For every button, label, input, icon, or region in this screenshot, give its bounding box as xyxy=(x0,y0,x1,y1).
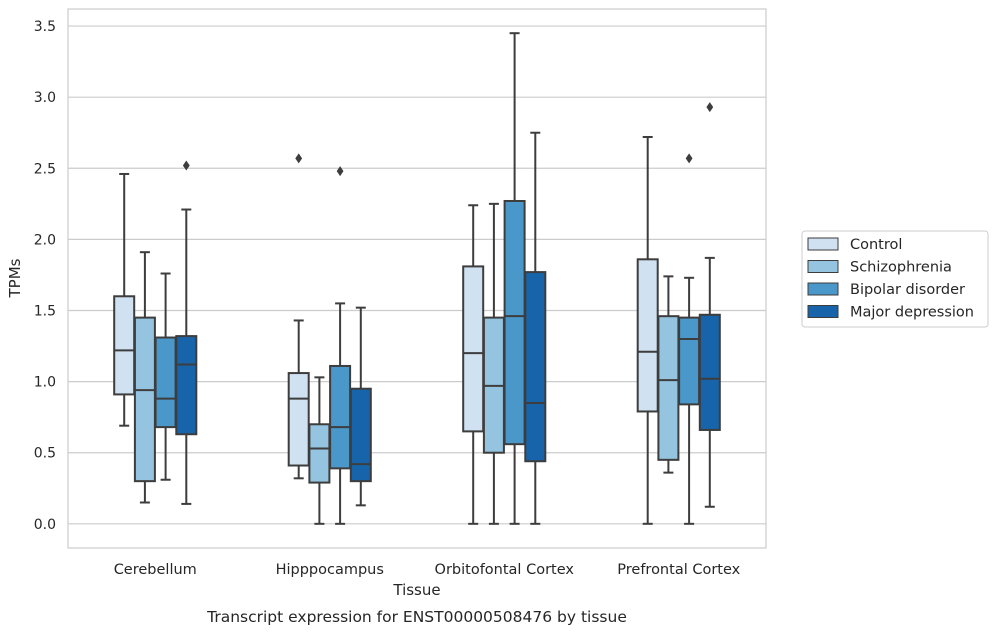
iqr-box xyxy=(524,271,547,463)
box-bipolar-disorder xyxy=(678,153,701,525)
legend-label: Schizophrenia xyxy=(850,260,952,276)
box-control xyxy=(113,172,136,427)
x-tick-label: Hipppocampus xyxy=(276,562,384,578)
y-axis-ticks: 0.0 0.5 1.0 1.5 2.0 2.5 3.0 3.5 xyxy=(34,19,56,533)
iqr-box xyxy=(462,265,485,433)
legend-label: Bipolar disorder xyxy=(850,282,965,298)
outlier-point xyxy=(336,166,344,177)
iqr-box xyxy=(113,295,136,396)
y-tick-label: 0.0 xyxy=(34,517,56,533)
plot-area-frame xyxy=(67,8,767,549)
iqr-box xyxy=(287,372,310,467)
legend-swatch xyxy=(807,237,839,251)
box-schizophrenia xyxy=(482,202,505,525)
box-major-depression xyxy=(524,131,547,525)
box-major-depression xyxy=(698,102,721,508)
iqr-box xyxy=(329,364,352,470)
legend-label: Major depression xyxy=(850,305,974,321)
x-tick-label: Orbitofontal Cortex xyxy=(435,562,575,578)
box-control xyxy=(462,204,485,525)
iqr-box xyxy=(678,316,701,406)
figure-caption: Transcript expression for ENST0000050847… xyxy=(206,608,627,626)
x-axis-ticks: Cerebellum Hipppocampus Orbitofontal Corte… xyxy=(114,562,741,578)
box-schizophrenia xyxy=(657,275,680,474)
box-schizophrenia xyxy=(308,376,331,525)
legend-swatch xyxy=(807,305,839,318)
box-major-depression xyxy=(349,306,372,507)
legend-label: Control xyxy=(850,237,902,253)
legend-swatch xyxy=(807,282,839,296)
y-axis-label: TPMs xyxy=(6,258,24,298)
legend-frame xyxy=(801,230,989,328)
y-tick-label: 0.5 xyxy=(34,446,56,462)
box-major-depression xyxy=(175,160,198,505)
box-bipolar-disorder xyxy=(503,32,526,525)
boxes xyxy=(113,32,721,525)
iqr-box xyxy=(133,316,156,483)
x-tick-label: Cerebellum xyxy=(114,562,197,578)
outlier-point xyxy=(182,160,190,171)
y-tick-label: 2.5 xyxy=(34,161,56,177)
y-tick-label: 2.0 xyxy=(34,232,56,248)
iqr-box xyxy=(349,387,372,483)
x-tick-label: Prefrontal Cortex xyxy=(617,562,740,578)
box-bipolar-disorder xyxy=(154,272,177,481)
y-tick-label: 3.5 xyxy=(34,19,56,35)
box-control xyxy=(287,153,310,480)
iqr-box xyxy=(503,199,526,446)
x-axis-label: Tissue xyxy=(392,581,440,599)
iqr-box xyxy=(636,258,659,413)
y-tick-label: 1.5 xyxy=(34,303,56,319)
iqr-box xyxy=(308,423,331,484)
legend-swatch xyxy=(807,260,839,273)
iqr-box xyxy=(154,336,177,429)
outlier-point xyxy=(295,153,303,164)
box-schizophrenia xyxy=(133,251,156,504)
y-tick-label: 3.0 xyxy=(34,90,56,106)
outlier-point xyxy=(706,102,714,113)
box-bipolar-disorder xyxy=(329,166,352,525)
box-control xyxy=(636,135,659,525)
iqr-box xyxy=(657,315,680,461)
legend: Control Schizophrenia Bipolar disorder Majo… xyxy=(801,230,989,328)
outlier-point xyxy=(685,153,693,164)
iqr-box xyxy=(175,335,198,436)
iqr-box xyxy=(698,313,721,431)
y-tick-label: 1.0 xyxy=(34,375,56,391)
